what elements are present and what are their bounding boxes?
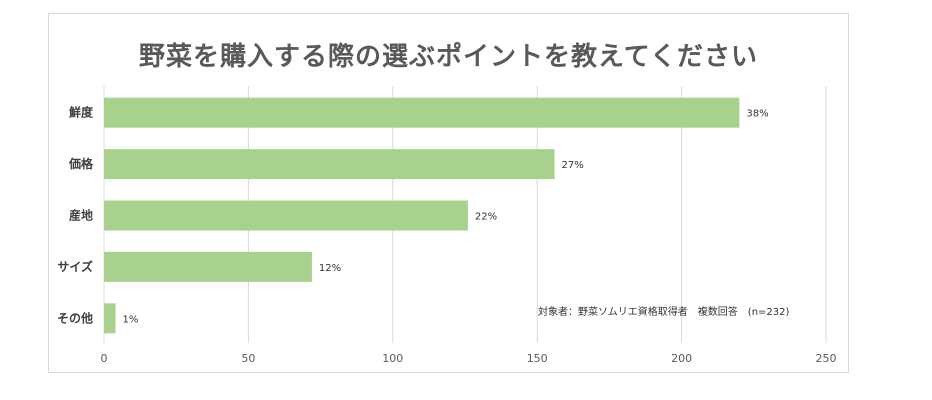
data-label: 38% bbox=[746, 109, 768, 120]
chart-annotation: 対象者：野菜ソムリエ資格取得者 複数回答 (n=232) bbox=[538, 307, 790, 318]
category-label: 鮮度 bbox=[69, 105, 94, 120]
category-label: サイズ bbox=[57, 259, 93, 274]
bar bbox=[104, 303, 116, 334]
data-label: 12% bbox=[319, 263, 341, 274]
chart-title: 野菜を購入する際の選ぶポイントを教えてください bbox=[139, 42, 758, 72]
x-tick-label: 250 bbox=[816, 352, 837, 365]
x-tick-label: 0 bbox=[101, 352, 108, 365]
x-tick-label: 150 bbox=[527, 352, 548, 365]
data-label: 22% bbox=[475, 212, 497, 223]
bar bbox=[104, 251, 312, 282]
x-tick-label: 50 bbox=[241, 352, 255, 365]
chart-frame: 野菜を購入する際の選ぶポイントを教えてください bbox=[48, 13, 849, 373]
bar bbox=[104, 200, 468, 231]
x-tick-label: 200 bbox=[671, 352, 692, 365]
bar bbox=[104, 97, 740, 128]
category-label: 産地 bbox=[69, 208, 93, 223]
bar bbox=[104, 149, 555, 180]
data-label: 27% bbox=[562, 160, 584, 171]
category-label: その他 bbox=[57, 310, 93, 325]
x-tick-label: 100 bbox=[382, 352, 403, 365]
data-label: 1% bbox=[123, 314, 139, 325]
category-label: 価格 bbox=[68, 156, 94, 171]
